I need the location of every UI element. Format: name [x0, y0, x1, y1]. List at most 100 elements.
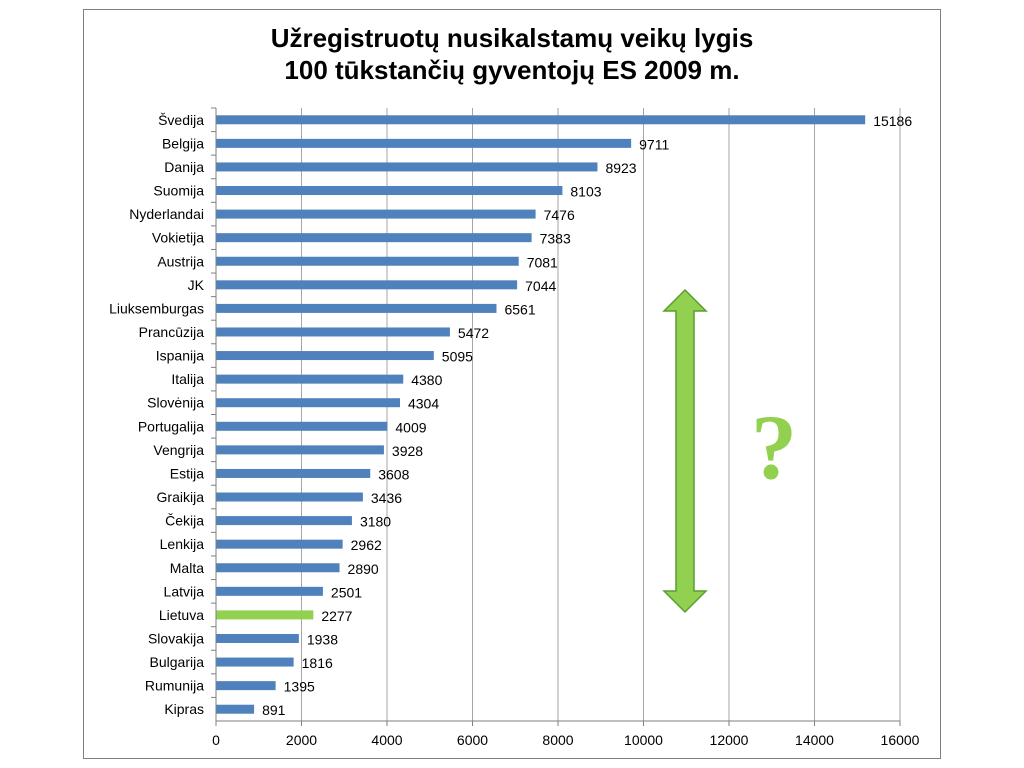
chart-title-line-2: 100 tūkstančių gyventojų ES 2009 m.	[284, 55, 740, 85]
bar-1	[216, 138, 632, 148]
bar-12	[216, 398, 400, 408]
value-label: 1395	[284, 679, 315, 695]
x-tick-label: 2000	[286, 732, 317, 748]
category-label: Švedija	[158, 112, 204, 128]
value-label: 6561	[504, 301, 535, 317]
value-label: 5472	[458, 325, 489, 341]
bar-22	[216, 633, 299, 643]
category-label: Vengrija	[153, 442, 204, 458]
category-labels: Švedija Belgija Danija Suomija Nyderlandai Vo…	[109, 112, 205, 717]
value-label: 2277	[321, 608, 352, 624]
category-label: JK	[188, 277, 205, 293]
x-axis-tick-labels: 0 2000 4000 6000 8000 10000 12000 14000 16000	[212, 732, 920, 748]
x-tick-label: 4000	[371, 732, 402, 748]
category-label: Liuksemburgas	[109, 300, 204, 316]
category-label: Portugalija	[138, 418, 204, 434]
category-label: Graikija	[157, 489, 205, 505]
bar-8	[216, 303, 497, 313]
axes	[211, 107, 901, 726]
x-tick-label: 8000	[542, 732, 573, 748]
double-vertical-arrow-icon	[662, 288, 708, 614]
bar-23	[216, 657, 294, 667]
double-vertical-arrow-shape	[662, 288, 708, 614]
value-label: 3180	[360, 514, 391, 530]
bar-11	[216, 374, 404, 384]
value-label: 8103	[570, 184, 601, 200]
category-label: Italija	[171, 371, 204, 387]
bar-20	[216, 586, 323, 596]
x-tick-label: 16000	[881, 732, 920, 748]
value-label: 7383	[540, 231, 571, 247]
x-tick-label: 0	[212, 732, 220, 748]
value-label: 2962	[351, 537, 382, 553]
bar-19	[216, 563, 340, 573]
category-label: Prancūzija	[139, 324, 205, 340]
bar-10	[216, 351, 434, 361]
value-label: 7081	[527, 254, 558, 270]
bar-5	[216, 233, 532, 243]
category-label: Lenkija	[160, 536, 205, 552]
value-label: 891	[262, 702, 286, 718]
bar-14	[216, 445, 384, 455]
bar-25	[216, 704, 255, 714]
x-tick-label: 14000	[795, 732, 834, 748]
value-label: 4304	[408, 396, 439, 412]
x-tick-label: 12000	[710, 732, 749, 748]
category-label: Rumunija	[145, 678, 204, 694]
value-label: 5095	[442, 349, 473, 365]
grid-lines	[301, 108, 901, 721]
category-label: Ispanija	[156, 348, 204, 364]
bar-24	[216, 681, 276, 691]
value-label: 7476	[544, 207, 575, 223]
value-label: 3436	[371, 490, 402, 506]
value-label: 1938	[307, 631, 338, 647]
bar-21	[216, 610, 314, 620]
category-label: Nyderlandai	[129, 206, 204, 222]
x-tick-label: 6000	[457, 732, 488, 748]
value-label: 1816	[302, 655, 333, 671]
category-label: Latvija	[164, 583, 205, 599]
bar-6	[216, 256, 519, 266]
chart-title-line-1: Užregistruotų nusikalstamų veikų lygis	[270, 23, 754, 53]
x-tick-label: 10000	[624, 732, 663, 748]
value-label: 3928	[392, 443, 423, 459]
bar-16	[216, 492, 363, 502]
value-label: 7044	[525, 278, 556, 294]
bar-17	[216, 516, 352, 526]
value-label: 3608	[378, 466, 409, 482]
value-label: 15186	[873, 113, 912, 129]
category-label: Čekija	[165, 513, 204, 529]
category-label: Kipras	[164, 701, 204, 717]
category-label: Malta	[170, 560, 204, 576]
category-label: Slovakija	[148, 630, 204, 646]
value-label: 8923	[605, 160, 636, 176]
category-label: Vokietija	[152, 230, 204, 246]
category-label: Lietuva	[159, 607, 204, 623]
bar-13	[216, 421, 388, 431]
category-label: Estija	[170, 465, 204, 481]
bar-2	[216, 162, 598, 172]
bar-15	[216, 468, 371, 478]
bars	[216, 115, 866, 714]
category-label: Danija	[164, 159, 204, 175]
category-label: Suomija	[153, 183, 204, 199]
chart-title: Užregistruotų nusikalstamų veikų lygis 1…	[83, 22, 941, 86]
bar-9	[216, 327, 450, 337]
value-label: 9711	[639, 136, 669, 152]
category-label: Bulgarija	[150, 654, 205, 670]
value-label: 4380	[411, 372, 442, 388]
value-label: 4009	[395, 419, 426, 435]
category-label: Belgija	[162, 135, 204, 151]
category-label: Slovėnija	[147, 395, 204, 411]
bar-0	[216, 115, 866, 125]
bar-7	[216, 280, 518, 290]
question-mark-annotation: ?	[751, 396, 797, 498]
bar-18	[216, 539, 343, 549]
value-label: 2501	[331, 584, 362, 600]
bar-4	[216, 209, 536, 219]
value-label: 2890	[348, 561, 379, 577]
bar-3	[216, 186, 563, 196]
category-label: Austrija	[157, 253, 204, 269]
